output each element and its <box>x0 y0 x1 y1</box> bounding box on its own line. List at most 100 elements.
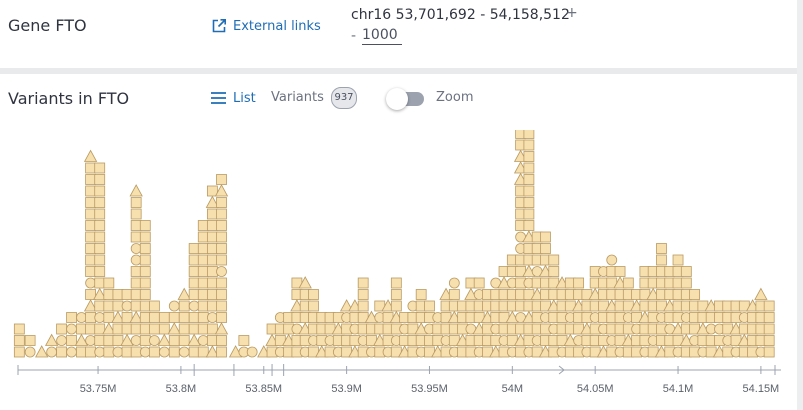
variant-marker-square[interactable] <box>168 312 180 323</box>
variant-marker-square[interactable] <box>188 243 200 254</box>
variant-marker-triangle[interactable] <box>754 287 768 300</box>
variant-marker-square[interactable] <box>94 197 106 208</box>
variant-marker-square[interactable] <box>103 300 115 312</box>
variant-marker-circle[interactable] <box>130 335 142 346</box>
variant-marker-square[interactable] <box>216 208 227 220</box>
variant-marker-square[interactable] <box>130 220 142 231</box>
variant-marker-triangle[interactable] <box>205 195 220 208</box>
variant-marker-square[interactable] <box>188 266 200 277</box>
variant-marker-square[interactable] <box>197 323 209 335</box>
variant-marker-square[interactable] <box>216 231 227 243</box>
variant-marker-square[interactable] <box>473 277 485 289</box>
variant-marker-square[interactable] <box>680 277 692 289</box>
variant-marker-circle[interactable] <box>94 346 106 358</box>
variant-marker-triangle[interactable] <box>83 149 98 162</box>
variant-marker-square[interactable] <box>656 254 667 266</box>
variant-marker-square[interactable] <box>85 254 96 266</box>
variant-marker-square[interactable] <box>523 130 535 139</box>
variant-marker-triangle[interactable] <box>129 184 143 197</box>
variant-marker-square[interactable] <box>121 289 133 300</box>
variant-marker-square[interactable] <box>197 300 209 312</box>
variant-marker-square[interactable] <box>308 300 319 312</box>
variant-marker-square[interactable] <box>130 323 142 335</box>
variant-marker-square[interactable] <box>121 323 133 335</box>
variant-marker-square[interactable] <box>390 277 402 289</box>
variant-marker-square[interactable] <box>238 335 250 346</box>
variant-marker-circle[interactable] <box>197 335 209 346</box>
variant-marker-circle[interactable] <box>246 346 258 358</box>
variant-marker-square[interactable] <box>390 289 402 300</box>
variant-marker-square[interactable] <box>188 346 200 358</box>
variant-marker-square[interactable] <box>357 277 369 289</box>
variant-marker-square[interactable] <box>121 312 133 323</box>
variant-marker-square[interactable] <box>206 254 218 266</box>
variant-marker-square[interactable] <box>216 335 227 346</box>
variant-marker-square[interactable] <box>158 312 170 323</box>
variant-marker-square[interactable] <box>763 323 775 335</box>
variant-marker-square[interactable] <box>94 323 106 335</box>
variant-marker-circle[interactable] <box>76 312 87 323</box>
variant-marker-square[interactable] <box>197 243 209 254</box>
variant-marker-square[interactable] <box>540 243 551 254</box>
variant-marker-square[interactable] <box>148 346 160 358</box>
variant-marker-square[interactable] <box>85 197 96 208</box>
variant-marker-square[interactable] <box>216 346 227 358</box>
variant-marker-square[interactable] <box>85 208 96 220</box>
variant-marker-square[interactable] <box>206 208 218 220</box>
variant-marker-square[interactable] <box>573 277 585 289</box>
variant-marker-circle[interactable] <box>112 346 124 358</box>
variant-marker-square[interactable] <box>168 335 180 346</box>
variant-marker-square[interactable] <box>523 220 535 231</box>
variant-marker-circle[interactable] <box>24 346 36 358</box>
variant-marker-square[interactable] <box>94 266 106 277</box>
variant-marker-square[interactable] <box>448 289 460 300</box>
list-view-button[interactable]: List <box>210 89 256 107</box>
variant-marker-circle[interactable] <box>85 277 96 289</box>
variant-marker-square[interactable] <box>85 323 96 335</box>
variant-marker-square[interactable] <box>139 289 151 300</box>
variant-marker-square[interactable] <box>103 346 115 358</box>
variant-marker-square[interactable] <box>216 277 227 289</box>
variant-marker-square[interactable] <box>763 300 775 312</box>
variant-marker-square[interactable] <box>13 346 25 358</box>
variant-marker-square[interactable] <box>689 289 701 300</box>
variant-marker-triangle[interactable] <box>298 276 312 289</box>
variant-marker-square[interactable] <box>390 300 402 312</box>
variant-marker-square[interactable] <box>130 197 142 208</box>
variant-marker-square[interactable] <box>112 323 124 335</box>
variant-marker-circle[interactable] <box>46 346 58 358</box>
variant-marker-triangle[interactable] <box>214 184 229 197</box>
variant-marker-square[interactable] <box>206 289 218 300</box>
variant-marker-square[interactable] <box>13 335 25 346</box>
variant-marker-square[interactable] <box>148 312 160 323</box>
variant-marker-square[interactable] <box>357 289 369 300</box>
variant-marker-square[interactable] <box>103 335 115 346</box>
variant-marker-square[interactable] <box>197 231 209 243</box>
variant-marker-square[interactable] <box>94 185 106 197</box>
variant-marker-square[interactable] <box>178 323 190 335</box>
variant-marker-square[interactable] <box>216 243 227 254</box>
variant-marker-triangle[interactable] <box>205 345 220 358</box>
variant-marker-square[interactable] <box>178 312 190 323</box>
variant-marker-square[interactable] <box>424 300 435 312</box>
variant-marker-square[interactable] <box>103 277 115 289</box>
variant-marker-square[interactable] <box>548 266 560 277</box>
variant-marker-circle[interactable] <box>448 277 460 289</box>
variant-marker-square[interactable] <box>112 300 124 312</box>
variant-marker-circle[interactable] <box>130 254 142 266</box>
region-padding-input[interactable]: 1000 <box>362 27 402 45</box>
variant-marker-triangle[interactable] <box>111 310 125 323</box>
variant-marker-triangle[interactable] <box>157 333 172 346</box>
variant-marker-triangle[interactable] <box>120 333 134 346</box>
variant-marker-square[interactable] <box>216 254 227 266</box>
variant-marker-square[interactable] <box>56 346 67 358</box>
variant-marker-square[interactable] <box>197 266 209 277</box>
variant-marker-square[interactable] <box>216 312 227 323</box>
variant-marker-square[interactable] <box>216 300 227 312</box>
variant-marker-square[interactable] <box>66 312 77 323</box>
variant-marker-square[interactable] <box>158 323 170 335</box>
variant-marker-square[interactable] <box>206 277 218 289</box>
variant-marker-triangle[interactable] <box>93 287 107 300</box>
variant-marker-square[interactable] <box>614 266 626 277</box>
variant-marker-circle[interactable] <box>206 312 218 323</box>
